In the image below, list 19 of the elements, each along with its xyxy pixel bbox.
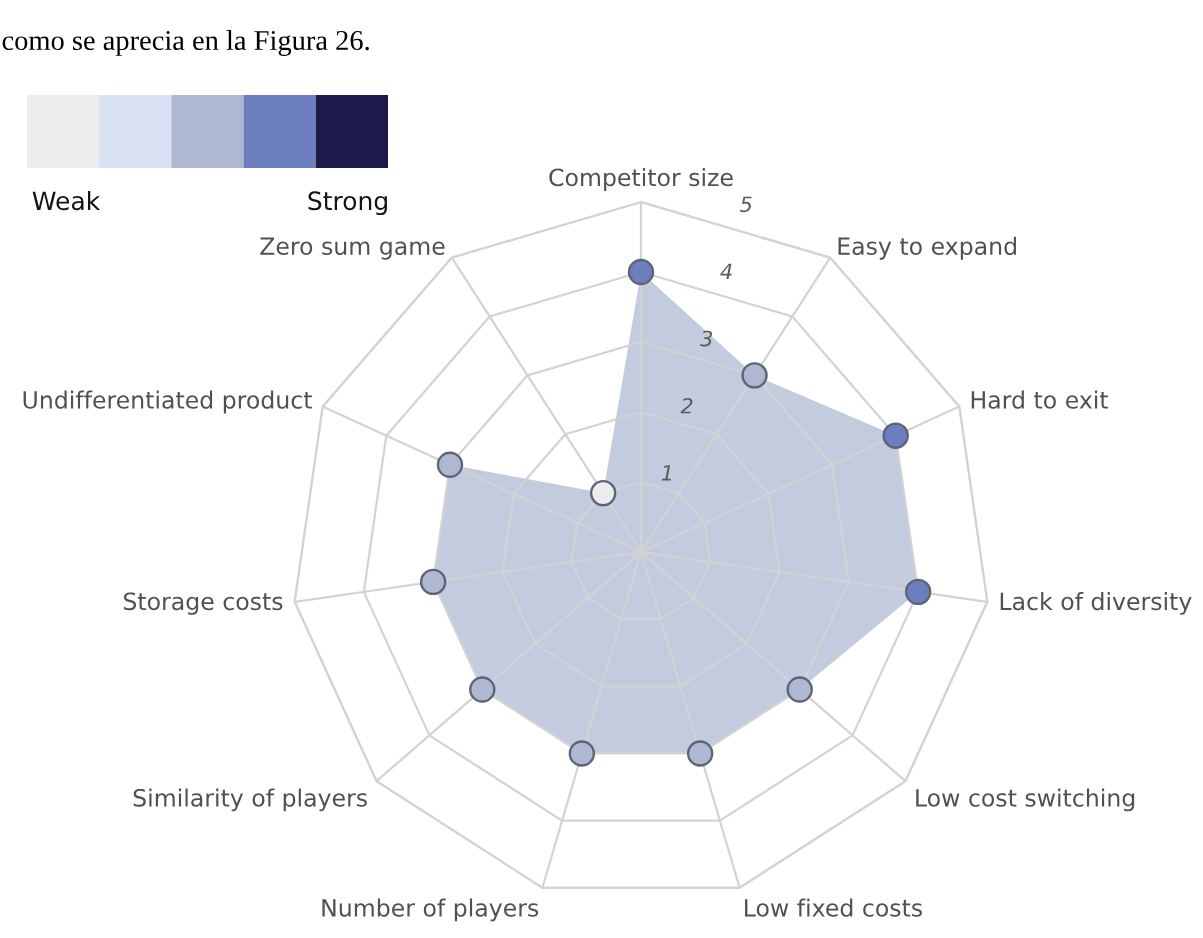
y-tick-label: 5: [740, 196, 752, 213]
spoke-label: Number of players: [322, 898, 539, 922]
spoke-label: Hard to exit: [971, 390, 1109, 409]
y-tick-label: 1: [661, 465, 671, 481]
spoke-label: Low fixed costs: [745, 898, 922, 917]
spoke-label: Low cost switching: [916, 788, 1135, 812]
text: como se aprecia en la Figura 26.: [2, 30, 369, 56]
y-tick-label: 2: [680, 397, 693, 414]
spoke-label: Lack of diversity: [1000, 591, 1192, 615]
spoke-label: Storage costs: [123, 592, 283, 615]
spoke-label: Undifferentiated product: [23, 390, 312, 414]
spoke-label: Easy to expand: [838, 236, 1016, 260]
y-tick-label: 3: [700, 330, 713, 347]
spoke-label: Zero sum game: [260, 237, 445, 260]
text: Weak: [32, 190, 101, 211]
spoke-label: Competitor size: [549, 168, 733, 191]
y-tick-label: 4: [720, 263, 732, 280]
spoke-label: Similarity of players: [133, 788, 367, 812]
text: Strong: [308, 191, 387, 216]
